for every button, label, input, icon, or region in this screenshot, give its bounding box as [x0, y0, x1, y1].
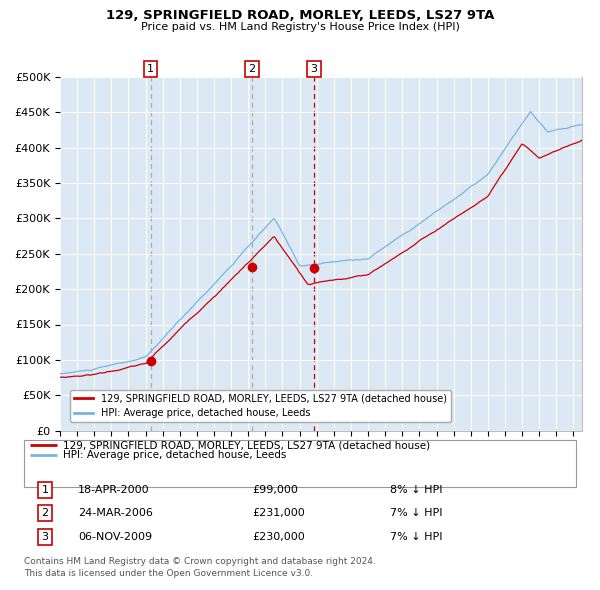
Text: This data is licensed under the Open Government Licence v3.0.: This data is licensed under the Open Gov…: [24, 569, 313, 578]
Text: 7% ↓ HPI: 7% ↓ HPI: [390, 532, 443, 542]
Text: 18-APR-2000: 18-APR-2000: [78, 485, 149, 494]
Text: 8% ↓ HPI: 8% ↓ HPI: [390, 485, 443, 494]
Text: Contains HM Land Registry data © Crown copyright and database right 2024.: Contains HM Land Registry data © Crown c…: [24, 558, 376, 566]
Text: Price paid vs. HM Land Registry's House Price Index (HPI): Price paid vs. HM Land Registry's House …: [140, 22, 460, 32]
Text: £99,000: £99,000: [252, 485, 298, 494]
Legend: 129, SPRINGFIELD ROAD, MORLEY, LEEDS, LS27 9TA (detached house), HPI: Average pr: 129, SPRINGFIELD ROAD, MORLEY, LEEDS, LS…: [70, 389, 451, 422]
Text: 06-NOV-2009: 06-NOV-2009: [78, 532, 152, 542]
Text: 7% ↓ HPI: 7% ↓ HPI: [390, 509, 443, 518]
Text: 2: 2: [248, 64, 256, 74]
Text: 3: 3: [41, 532, 49, 542]
Text: 3: 3: [310, 64, 317, 74]
Text: 1: 1: [147, 64, 154, 74]
Text: 129, SPRINGFIELD ROAD, MORLEY, LEEDS, LS27 9TA (detached house): 129, SPRINGFIELD ROAD, MORLEY, LEEDS, LS…: [63, 441, 430, 450]
Text: £231,000: £231,000: [252, 509, 305, 518]
Text: 1: 1: [41, 485, 49, 494]
Text: £230,000: £230,000: [252, 532, 305, 542]
Text: HPI: Average price, detached house, Leeds: HPI: Average price, detached house, Leed…: [63, 451, 286, 460]
Text: 24-MAR-2006: 24-MAR-2006: [78, 509, 153, 518]
Text: 129, SPRINGFIELD ROAD, MORLEY, LEEDS, LS27 9TA: 129, SPRINGFIELD ROAD, MORLEY, LEEDS, LS…: [106, 9, 494, 22]
Text: 2: 2: [41, 509, 49, 518]
